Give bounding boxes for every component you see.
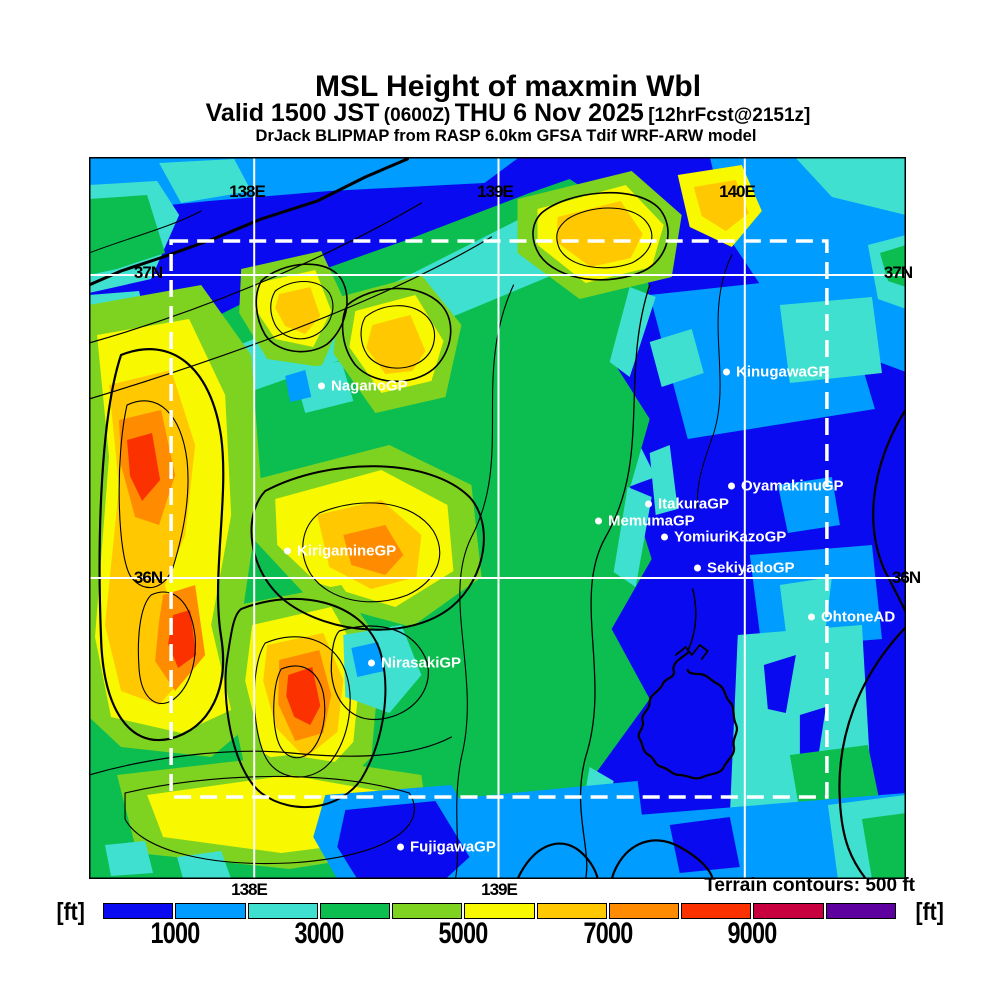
coastlines: [89, 157, 906, 879]
grid-label-140e: 140E: [719, 182, 756, 201]
grid-label-139e: 139E: [477, 182, 514, 201]
colorbar-swatch-10: [825, 903, 896, 919]
station-label: FujigawaGP: [410, 838, 496, 856]
colorbar-swatch-2: [247, 903, 318, 919]
station-dot-icon: [723, 368, 730, 376]
station-KirigamineGP: KirigamineGP: [284, 543, 396, 560]
grid-label-138e: 138E: [231, 880, 268, 899]
valid-time-line: Valid 1500 JST (0600Z) THU 6 Nov 2025 [1…: [0, 99, 1000, 128]
grid-label-139e: 139E: [481, 880, 518, 899]
station-label: KinugawaGP: [736, 363, 829, 381]
station-label: SekiyadoGP: [707, 559, 795, 577]
station-label: NaganoGP: [331, 377, 408, 395]
colorbar-tick-5000: 5000: [438, 917, 489, 950]
colorbar-unit-right: [ft]: [915, 898, 944, 926]
station-dot-icon: [397, 843, 404, 851]
grid-label-37n: 37N: [883, 263, 913, 282]
station-OyamakinuGP: OyamakinuGP: [728, 478, 844, 495]
station-label: OhtoneAD: [821, 608, 896, 626]
colorbar-swatch-4: [392, 903, 463, 919]
station-KinugawaGP: KinugawaGP: [723, 364, 829, 381]
grid-label-36n: 36N: [891, 568, 921, 587]
terrain-contour-plot: [89, 157, 906, 879]
forecast-tag: [12hrFcst@2151z]: [648, 105, 811, 126]
station-dot-icon: [284, 547, 291, 555]
forecast-map[interactable]: [89, 157, 906, 879]
valid-zulu: (0600Z): [383, 105, 451, 126]
colorbar-tick-3000: 3000: [294, 917, 345, 950]
station-dot-icon: [728, 482, 735, 490]
station-label: ItakuraGP: [658, 495, 729, 513]
station-dot-icon: [318, 382, 325, 390]
valid-prefix: Valid 1500 JST: [205, 99, 380, 127]
station-SekiyadoGP: SekiyadoGP: [694, 560, 795, 577]
colorbar-swatch-8: [681, 903, 752, 919]
station-FujigawaGP: FujigawaGP: [397, 839, 496, 856]
grid-label-36n: 36N: [133, 568, 163, 587]
station-YomiuriKazoGP: YomiuriKazoGP: [661, 529, 786, 546]
domain-box: [169, 239, 829, 799]
grid-label-138e: 138E: [229, 182, 266, 201]
colorbar-swatch-3: [319, 903, 391, 919]
station-dot-icon: [808, 613, 815, 621]
colorbar-swatch-9: [753, 903, 824, 919]
colorbar-tick-1000: 1000: [150, 917, 201, 950]
colorbar-tick-9000: 9000: [727, 917, 777, 950]
station-OhtoneAD: OhtoneAD: [808, 609, 895, 626]
colorbar-unit-left: [ft]: [56, 898, 85, 926]
station-dot-icon: [595, 517, 602, 525]
map-border: [89, 157, 906, 879]
terrain-contours-note: Terrain contours: 500 ft: [704, 875, 915, 896]
station-label: YomiuriKazoGP: [674, 528, 787, 546]
colorbar-swatch-5: [464, 903, 535, 919]
station-dot-icon: [368, 659, 375, 667]
station-label: OyamakinuGP: [741, 477, 844, 495]
model-line: DrJack BLIPMAP from RASP 6.0km GFSA Tdif…: [255, 127, 757, 145]
colorbar-swatch-6: [536, 903, 607, 919]
station-NirasakiGP: NirasakiGP: [368, 655, 461, 672]
station-dot-icon: [661, 533, 668, 541]
colorbar-swatch-0: [103, 903, 174, 919]
graticule: [89, 157, 906, 879]
grid-label-37n: 37N: [133, 263, 163, 282]
page-title: MSL Height of maxmin Wbl: [314, 70, 702, 103]
station-label: MemumaGP: [608, 512, 695, 530]
station-NaganoGP: NaganoGP: [318, 378, 408, 395]
colorbar-swatch-7: [608, 903, 680, 919]
colorbar-tick-7000: 7000: [583, 917, 633, 950]
colorbar: [103, 903, 896, 919]
station-MemumaGP: MemumaGP: [595, 513, 695, 530]
station-label: NirasakiGP: [381, 654, 462, 672]
station-label: KirigamineGP: [297, 542, 397, 560]
valid-date: THU 6 Nov 2025: [454, 99, 644, 127]
station-ItakuraGP: ItakuraGP: [645, 496, 729, 513]
station-dot-icon: [694, 564, 701, 572]
colorbar-swatch-1: [175, 903, 246, 919]
station-dot-icon: [645, 500, 652, 508]
